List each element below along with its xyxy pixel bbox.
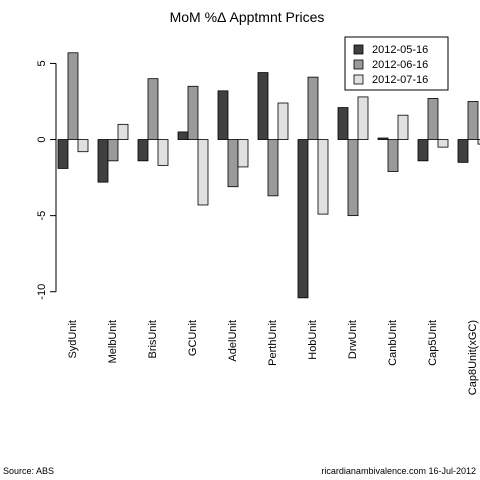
- bar-brisunit-s3: [157, 139, 169, 166]
- legend: 2012-05-16 2012-06-16 2012-07-16: [344, 36, 449, 91]
- bar-canbunit-s1: [377, 137, 389, 140]
- category-label: MelbUnit: [107, 320, 119, 363]
- bar-cap5unit-s2: [427, 98, 439, 140]
- bar-adelunit-s3: [237, 139, 249, 168]
- legend-label: 2012-07-16: [372, 74, 428, 86]
- legend-label: 2012-06-16: [372, 59, 428, 71]
- category-label: AdelUnit: [227, 320, 239, 362]
- legend-swatch: [353, 74, 364, 85]
- bar-melbunit-s3: [117, 123, 129, 140]
- bar-gcunit-s3: [197, 139, 209, 206]
- bar-hobunit-s2: [307, 76, 319, 140]
- bar-canbunit-s2: [387, 139, 399, 172]
- category-label: Cap5Unit: [427, 320, 439, 366]
- bar-adelunit-s1: [217, 90, 229, 140]
- credit-note: ricardianambivalence.com 16-Jul-2012: [321, 466, 476, 476]
- category-label: PerthUnit: [267, 320, 279, 366]
- bar-drwunit-s3: [357, 96, 369, 140]
- bar-canbunit-s3: [397, 114, 409, 140]
- bar-drwunit-s2: [347, 139, 359, 217]
- category-label: Cap8Unit(xGC): [467, 320, 479, 395]
- bar-adelunit-s2: [227, 139, 239, 188]
- bar-sydunit-s1: [57, 139, 69, 169]
- chart-title: MoM %Δ Apptmnt Prices: [170, 9, 325, 25]
- source-note: Source: ABS: [3, 466, 55, 476]
- bar-perthunit-s2: [267, 139, 279, 197]
- category-label: GCUnit: [187, 320, 199, 356]
- bar-brisunit-s1: [137, 139, 149, 162]
- bar-sydunit-s2: [67, 52, 79, 140]
- y-axis: 5 0 -5 -10: [36, 60, 57, 300]
- y-tick-label: 5: [36, 60, 48, 66]
- category-label: HobUnit: [307, 320, 319, 360]
- bar-cap8unit-xgc--s1: [457, 139, 469, 163]
- legend-swatch: [353, 59, 364, 70]
- bar-sydunit-s3: [77, 139, 89, 153]
- bar-brisunit-s2: [147, 78, 159, 140]
- bar-gcunit-s2: [187, 85, 199, 140]
- category-labels: SydUnit MelbUnit BrisUnit GCUnit AdelUnit Per…: [67, 320, 479, 395]
- y-tick-label: -5: [36, 211, 48, 221]
- category-label: SydUnit: [67, 320, 79, 359]
- bar-cap8unit-xgc--s3: [477, 139, 480, 145]
- bar-melbunit-s2: [107, 139, 119, 162]
- bar-melbunit-s1: [97, 139, 109, 183]
- category-label: BrisUnit: [147, 320, 159, 359]
- category-label: DrwUnit: [347, 320, 359, 359]
- bar-perthunit-s3: [277, 102, 289, 140]
- bars: [57, 52, 480, 299]
- y-tick-label: -10: [36, 284, 48, 300]
- bar-drwunit-s1: [337, 107, 349, 140]
- legend-swatch: [353, 44, 364, 55]
- bar-cap5unit-s1: [417, 139, 429, 162]
- bar-hobunit-s1: [297, 139, 309, 299]
- bar-perthunit-s1: [257, 72, 269, 140]
- bar-hobunit-s3: [317, 139, 329, 215]
- legend-label: 2012-05-16: [372, 44, 428, 56]
- bar-cap8unit-xgc--s2: [467, 101, 479, 140]
- category-label: CanbUnit: [387, 320, 399, 366]
- bar-cap5unit-s3: [437, 139, 449, 148]
- bar-gcunit-s1: [177, 131, 189, 140]
- y-tick-label: 0: [36, 136, 48, 142]
